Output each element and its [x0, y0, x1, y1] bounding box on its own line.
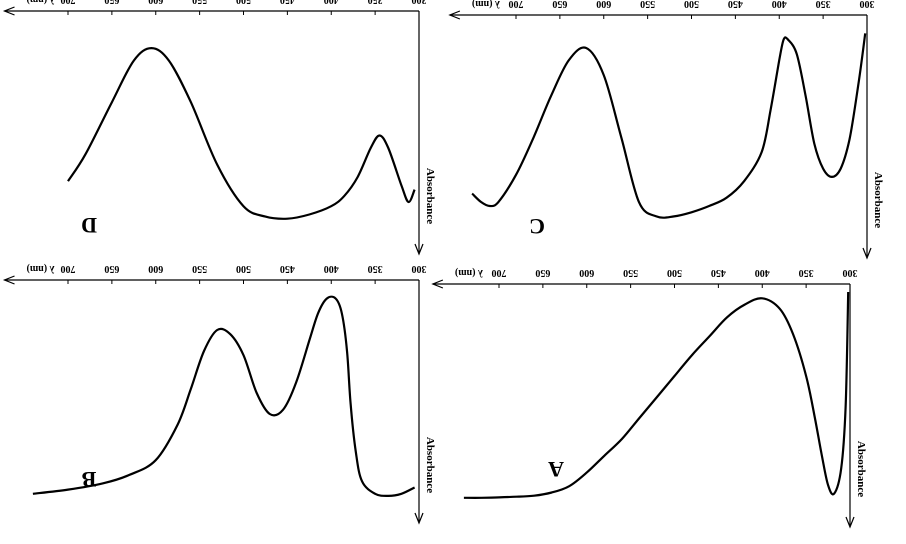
x-tick-label: 400	[324, 263, 339, 274]
x-tick-label: 450	[280, 0, 295, 5]
x-tick-label: 300	[412, 263, 427, 274]
x-axis-arrow	[431, 279, 444, 289]
x-tick-label: 450	[280, 263, 295, 274]
x-axis-arrow	[448, 10, 461, 20]
x-tick-label: 400	[755, 267, 770, 278]
x-axis-label: λ (nm)	[27, 263, 55, 274]
x-tick-label: 450	[728, 0, 743, 9]
x-axis-arrow	[2, 6, 15, 16]
x-tick-label: 600	[579, 267, 594, 278]
x-tick-label: 300	[843, 267, 858, 278]
x-tick-label: 700	[61, 263, 76, 274]
x-tick-label: 350	[368, 0, 383, 5]
x-tick-label: 700	[509, 0, 524, 9]
x-axis-label: λ (nm)	[455, 267, 483, 278]
panel-label: D	[81, 213, 97, 238]
panel-label: C	[529, 214, 545, 239]
x-tick-label: 350	[799, 267, 814, 278]
x-tick-label: 600	[148, 0, 163, 5]
y-axis-arrow	[862, 247, 872, 260]
chart-panel-b: 300 350 400 450 500 550 600 650 700 λ (nm) Absorba…	[2, 263, 436, 525]
x-tick-label: 500	[236, 0, 251, 5]
x-tick-label: 500	[236, 263, 251, 274]
chart-panel-a: 300 350 400 450 500 550 600 650 700 λ (nm) Absorba…	[431, 267, 867, 529]
x-tick-label: 400	[324, 0, 339, 5]
x-tick-label: 350	[816, 0, 831, 9]
x-tick-label: 400	[772, 0, 787, 9]
absorbance-curve	[471, 33, 867, 219]
chart-panel-d: 300 350 400 450 500 550 600 650 700 λ (nm) Absorba…	[2, 0, 436, 256]
x-tick-label: 650	[535, 267, 550, 278]
x-tick-label: 300	[412, 0, 427, 5]
x-tick-label: 300	[860, 0, 875, 9]
chart-panel-c: 300 350 400 450 500 550 600 650 700 λ (nm) Absorba…	[448, 0, 884, 260]
x-tick-label: 650	[104, 263, 119, 274]
x-tick-label: 350	[368, 263, 383, 274]
x-tick-label: 550	[640, 0, 655, 9]
x-tick-label: 550	[623, 267, 638, 278]
y-axis-arrow	[845, 516, 855, 529]
x-tick-label: 550	[192, 0, 207, 5]
x-tick-label: 500	[684, 0, 699, 9]
x-tick-label: 700	[61, 0, 76, 5]
x-tick-label: 700	[492, 267, 507, 278]
x-axis-label: λ (nm)	[27, 0, 55, 5]
x-tick-label: 600	[148, 263, 163, 274]
panel-label: A	[548, 457, 564, 482]
x-axis-arrow	[2, 275, 15, 285]
x-tick-label: 600	[596, 0, 611, 9]
absorbance-curve	[32, 295, 416, 498]
y-axis-label: Absorbance	[424, 168, 436, 224]
x-axis-label: λ (nm)	[472, 0, 500, 9]
x-tick-label: 550	[192, 263, 207, 274]
x-tick-label: 450	[711, 267, 726, 278]
absorbance-curve	[463, 291, 850, 499]
y-axis-arrow	[414, 512, 424, 525]
x-tick-label: 650	[552, 0, 567, 9]
y-axis-label: Absorbance	[424, 437, 436, 493]
x-tick-label: 650	[104, 0, 119, 5]
absorbance-curve	[67, 47, 416, 220]
y-axis-label: Absorbance	[855, 441, 867, 497]
y-axis-label: Absorbance	[872, 172, 884, 228]
y-axis-arrow	[414, 243, 424, 256]
x-tick-label: 500	[667, 267, 682, 278]
